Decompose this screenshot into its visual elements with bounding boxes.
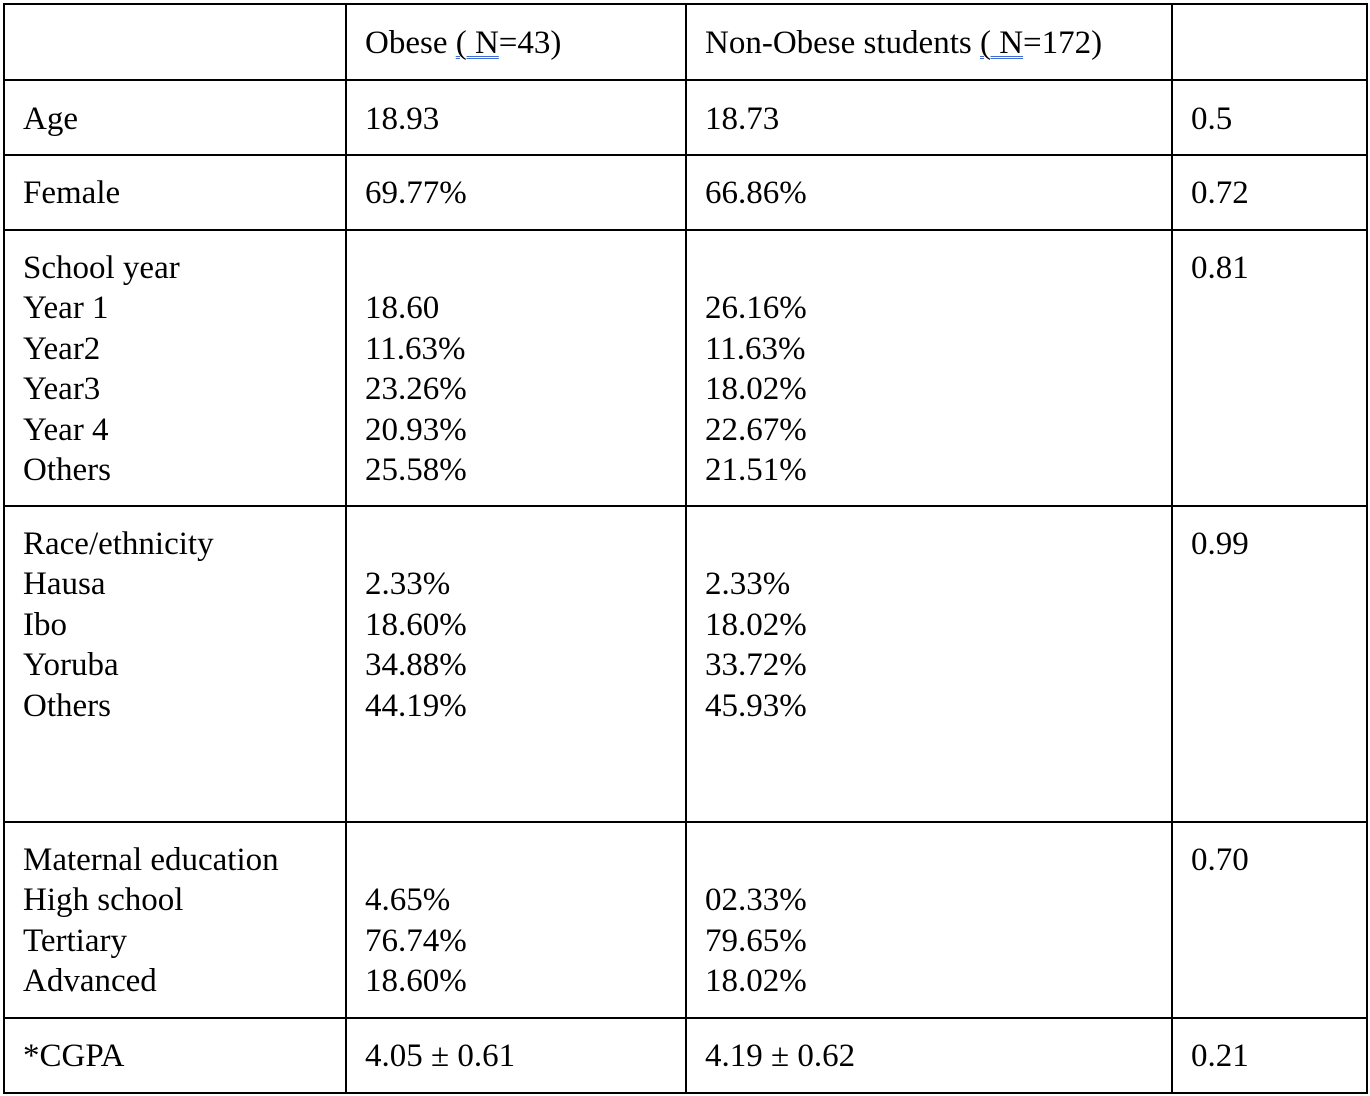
cgpa-label: *CGPA [3,1017,347,1094]
race-p-value: 0.99 [1171,505,1368,823]
header-non-obese-suffix: =172) [1023,25,1103,61]
cgpa-non-obese: 4.19 ± 0.62 [685,1017,1173,1094]
race-hausa-label: Hausa [23,566,106,603]
school-year-others-non-obese: 21.51% [705,452,807,489]
school-year-4-label: Year 4 [23,411,109,448]
maternal-tertiary-obese: 76.74% [365,922,467,959]
maternal-tertiary-label: Tertiary [23,922,127,959]
school-year-labels: School year Year 1 Year2 Year3 Year 4 Ot… [3,229,347,507]
school-year-2-non-obese: 11.63% [705,330,806,367]
school-year-non-obese: 26.16% 11.63% 18.02% 22.67% 21.51% [685,229,1173,507]
age-p-value: 0.5 [1171,79,1368,156]
age-obese: 18.93 [345,79,687,156]
school-year-2-obese: 11.63% [365,330,466,367]
table-row-female: Female 69.77% 66.86% 0.72 [3,154,1368,231]
race-ibo-label: Ibo [23,606,67,643]
school-year-1-label: Year 1 [23,290,109,327]
maternal-education-label: Maternal education [23,842,279,878]
maternal-high-school-non-obese: 02.33% [705,882,807,919]
school-year-4-non-obese: 22.67% [705,411,807,448]
school-year-1-non-obese: 26.16% [705,290,807,327]
age-non-obese: 18.73 [685,79,1173,156]
header-obese-prefix: Obese [365,25,456,61]
school-year-others-obese: 25.58% [365,452,467,489]
table-row-school-year: School year Year 1 Year2 Year3 Year 4 Ot… [3,229,1368,507]
race-others-label: Others [23,687,111,724]
race-ibo-non-obese: 18.02% [705,606,807,643]
school-year-1-obese: 18.60 [365,290,440,327]
race-others-obese: 44.19% [365,687,467,724]
race-obese: 2.33% 18.60% 34.88% 44.19% [345,505,687,823]
race-labels: Race/ethnicity Hausa Ibo Yoruba Others [3,505,347,823]
race-yoruba-obese: 34.88% [365,647,467,684]
race-non-obese: 2.33% 18.02% 33.72% 45.93% [685,505,1173,823]
school-year-2-label: Year2 [23,330,101,367]
header-obese-n: ( N [455,25,499,61]
school-year-3-obese: 23.26% [365,371,467,408]
female-obese: 69.77% [345,154,687,231]
race-label: Race/ethnicity [23,526,214,562]
school-year-3-label: Year3 [23,371,101,408]
race-others-non-obese: 45.93% [705,687,807,724]
header-row: Obese ( N=43) Non-Obese students ( N=172… [3,3,1368,81]
maternal-education-obese: 4.65% 76.74% 18.60% [345,821,687,1019]
table-row-race: Race/ethnicity Hausa Ibo Yoruba Others 2… [3,505,1368,823]
table-row-maternal-education: Maternal education High school Tertiary … [3,821,1368,1019]
header-empty-cell [3,3,347,81]
header-obese: Obese ( N=43) [345,3,687,81]
race-yoruba-non-obese: 33.72% [705,647,807,684]
maternal-advanced-obese: 18.60% [365,963,467,1000]
maternal-high-school-obese: 4.65% [365,882,451,919]
table-row-cgpa: *CGPA 4.05 ± 0.61 4.19 ± 0.62 0.21 [3,1017,1368,1094]
maternal-advanced-non-obese: 18.02% [705,963,807,1000]
race-ibo-obese: 18.60% [365,606,467,643]
maternal-education-p-value: 0.70 [1171,821,1368,1019]
header-non-obese-prefix: Non-Obese students [705,25,980,61]
header-non-obese: Non-Obese students ( N=172) [685,3,1173,81]
maternal-high-school-label: High school [23,882,184,919]
school-year-label: School year [23,250,180,286]
race-yoruba-label: Yoruba [23,647,119,684]
race-hausa-non-obese: 2.33% [705,566,791,603]
maternal-advanced-label: Advanced [23,963,157,1000]
header-p-value [1171,3,1368,81]
age-label: Age [3,79,347,156]
data-table: Obese ( N=43) Non-Obese students ( N=172… [3,3,1368,1094]
school-year-3-non-obese: 18.02% [705,371,807,408]
female-non-obese: 66.86% [685,154,1173,231]
cgpa-obese: 4.05 ± 0.61 [345,1017,687,1094]
header-non-obese-n: ( N [979,25,1024,61]
maternal-education-labels: Maternal education High school Tertiary … [3,821,347,1019]
cgpa-p-value: 0.21 [1171,1017,1368,1094]
school-year-obese: 18.60 11.63% 23.26% 20.93% 25.58% [345,229,687,507]
school-year-4-obese: 20.93% [365,411,467,448]
race-hausa-obese: 2.33% [365,566,451,603]
female-p-value: 0.72 [1171,154,1368,231]
header-obese-suffix: =43) [498,25,562,61]
female-label: Female [3,154,347,231]
school-year-others-label: Others [23,452,111,489]
table-row-age: Age 18.93 18.73 0.5 [3,79,1368,156]
maternal-education-non-obese: 02.33% 79.65% 18.02% [685,821,1173,1019]
school-year-p-value: 0.81 [1171,229,1368,507]
maternal-tertiary-non-obese: 79.65% [705,922,807,959]
